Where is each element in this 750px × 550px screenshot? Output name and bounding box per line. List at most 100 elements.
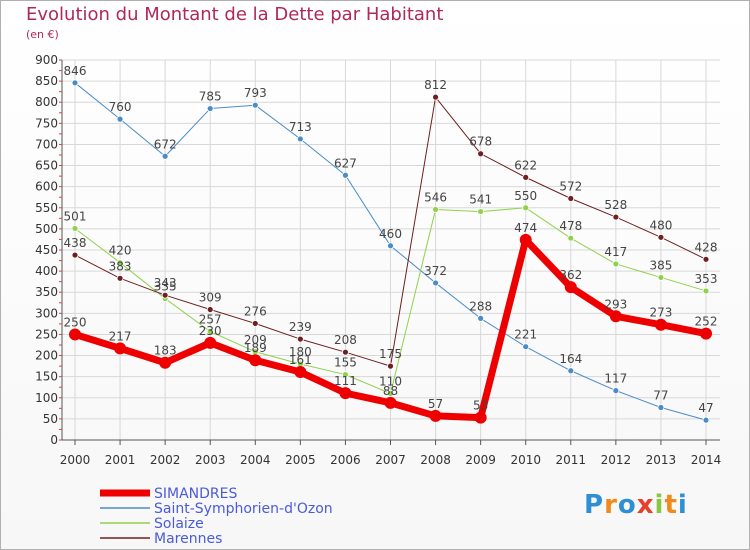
data-point [342,371,349,378]
data-label: 372 [424,264,447,278]
data-label: 627 [334,156,357,170]
data-label: 550 [514,189,537,203]
x-tick-label: 2004 [240,453,271,467]
data-label: 276 [244,304,267,318]
data-label: 288 [469,299,492,313]
data-label: 572 [559,179,582,193]
logo-letter: o [617,490,637,520]
y-tick-label: 150 [35,370,58,384]
y-tick-label: 250 [35,327,58,341]
grid-lines [62,59,720,441]
data-point [116,115,124,123]
data-point [702,287,710,295]
data-label: 209 [244,333,267,347]
data-point [339,387,352,400]
axes [59,59,720,445]
data-point [477,150,485,158]
y-tick-label: 850 [35,74,58,88]
data-labels: 846 760 672 785 793 713 627 460 372 288 221 164 117 7… [64,64,718,415]
x-tick-labels: 2000 2001 2002 2003 2004 2005 2006 2007 2008 2009… [60,453,722,467]
data-point [432,93,439,101]
y-tick-label: 0 [50,433,58,447]
data-point [567,234,575,242]
y-tick-label: 550 [35,201,58,215]
data-point [519,233,532,246]
data-point [387,390,394,397]
logo-letter: t [664,490,678,520]
y-tick-label: 650 [35,159,58,173]
data-label: 309 [199,291,222,305]
data-point [612,213,620,221]
y-tick-label: 800 [35,95,58,109]
y-tick-labels: 0 50 100 150 200 250 300 350 400 450 500 550 600 650 7… [35,53,58,447]
data-point [702,255,710,263]
data-point [657,233,665,241]
data-point [71,79,79,87]
x-tick-label: 2006 [330,453,361,467]
data-label: 678 [469,135,492,149]
data-point [612,260,620,268]
logo-letter: x [636,490,655,520]
data-label: 420 [109,244,132,258]
data-label: 713 [289,120,312,134]
x-tick-label: 2007 [375,453,406,467]
data-point [474,411,487,424]
data-point [657,404,665,411]
data-point [477,208,485,215]
data-point [700,327,712,340]
data-label: 183 [154,344,177,358]
data-label: 785 [199,90,222,104]
data-label: 88 [383,384,398,398]
x-tick-label: 2010 [510,453,541,467]
data-label: 541 [469,193,492,207]
data-label: 343 [154,276,177,290]
x-tick-label: 2011 [556,453,587,467]
data-point [114,342,127,355]
data-label: 53 [473,399,488,413]
data-label: 257 [199,312,222,326]
legend-label: Marennes [154,531,222,547]
data-point [564,281,577,294]
logo-letter: i [654,490,665,520]
y-tick-label: 700 [35,137,58,151]
data-label: 385 [649,258,672,272]
data-point [387,242,394,250]
data-label: 501 [64,209,87,223]
data-point [159,356,172,369]
data-label: 353 [695,272,718,286]
x-tick-label: 2000 [60,453,91,467]
data-point [567,367,575,375]
data-point [116,274,124,282]
data-point [432,279,439,287]
data-label: 208 [334,333,357,347]
data-point [477,314,485,322]
data-point [294,366,307,379]
chart-subtitle: (en €) [26,28,59,41]
data-point [206,306,214,313]
proxiti-logo: Proxiti [584,490,688,520]
y-tick-label: 600 [35,180,58,194]
data-point [522,343,530,351]
data-point [296,335,304,343]
legend-label: Saint-Symphorien-d'Ozon [154,501,333,517]
y-tick-label: 100 [35,391,58,405]
x-tick-label: 2002 [150,453,181,467]
data-label: 111 [334,374,357,388]
series-lines [69,79,712,424]
data-label: 189 [244,341,267,355]
data-label: 622 [514,158,537,172]
legend-label: Solaize [154,516,204,532]
data-label: 293 [604,297,627,311]
data-point [384,396,397,409]
data-point [342,171,349,179]
data-point [612,387,620,395]
data-point [657,274,665,281]
data-label: 175 [379,347,402,361]
data-point [387,362,394,370]
data-label: 155 [334,356,357,370]
data-label: 383 [109,259,132,273]
data-label: 217 [109,329,132,343]
x-tick-label: 2003 [195,453,226,467]
data-point [432,206,439,213]
